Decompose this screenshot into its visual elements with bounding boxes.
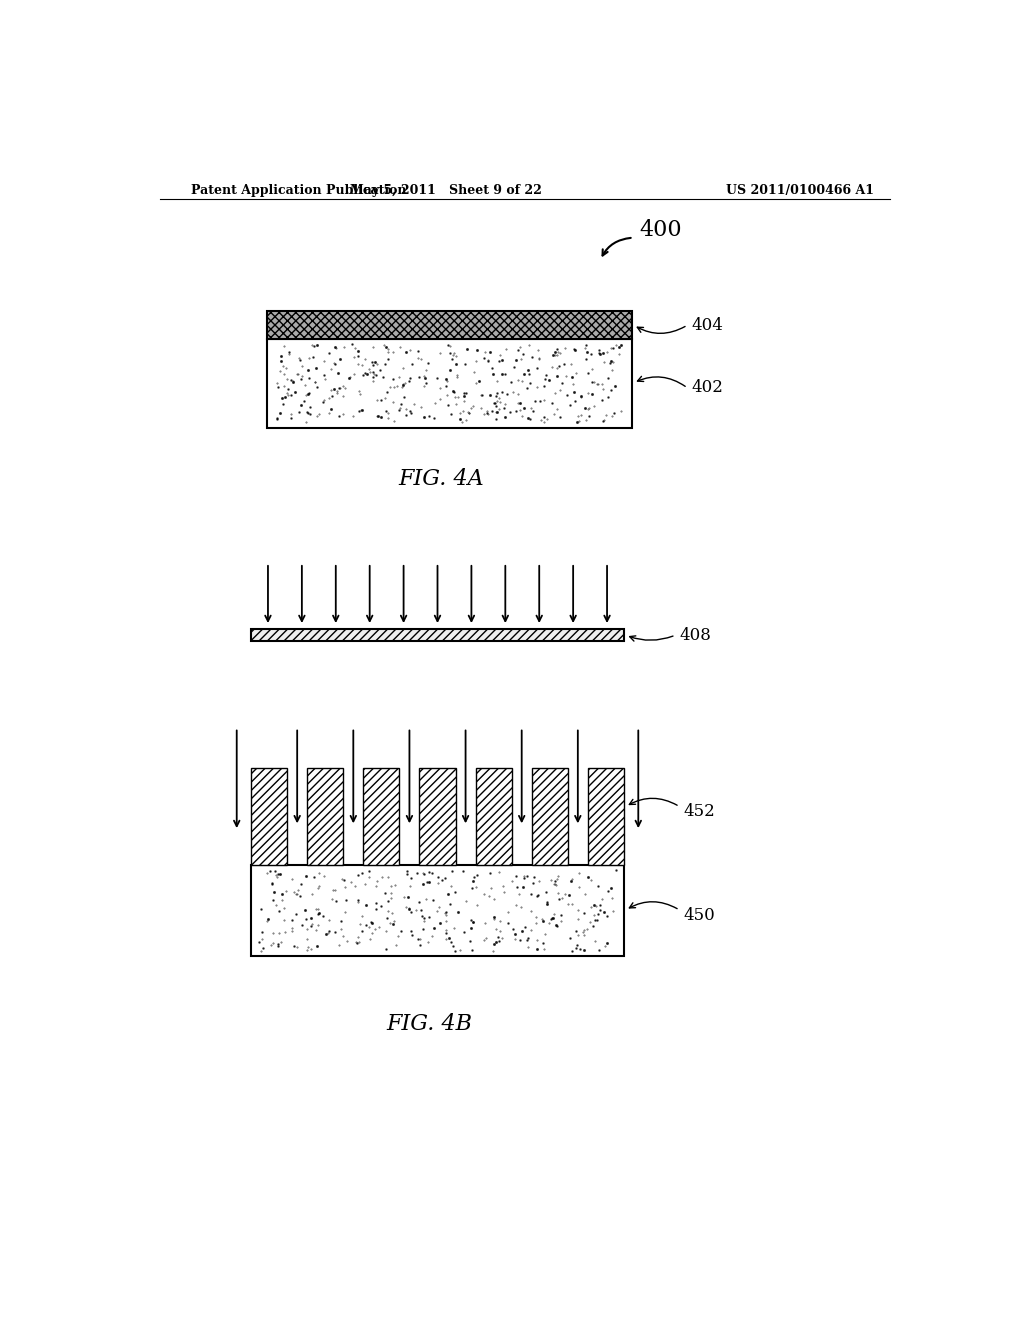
Bar [251, 865, 624, 956]
Bar [364, 768, 399, 865]
Text: 452: 452 [684, 803, 716, 820]
Bar [531, 768, 568, 865]
Text: 450: 450 [684, 907, 716, 924]
Bar [251, 630, 624, 642]
Bar [267, 339, 632, 428]
Text: FIG. 4A: FIG. 4A [398, 467, 484, 490]
Bar [420, 768, 456, 865]
Bar [267, 312, 632, 339]
Text: 400: 400 [640, 219, 683, 240]
Text: US 2011/0100466 A1: US 2011/0100466 A1 [726, 183, 873, 197]
Bar [307, 768, 343, 865]
Text: 408: 408 [680, 627, 712, 644]
Text: 402: 402 [691, 379, 723, 396]
Text: 404: 404 [691, 317, 723, 334]
Text: May 5, 2011   Sheet 9 of 22: May 5, 2011 Sheet 9 of 22 [349, 183, 542, 197]
Bar [475, 768, 512, 865]
Text: FIG. 4B: FIG. 4B [387, 1014, 472, 1035]
Bar [251, 768, 287, 865]
Bar [588, 768, 624, 865]
Text: Patent Application Publication: Patent Application Publication [191, 183, 407, 197]
